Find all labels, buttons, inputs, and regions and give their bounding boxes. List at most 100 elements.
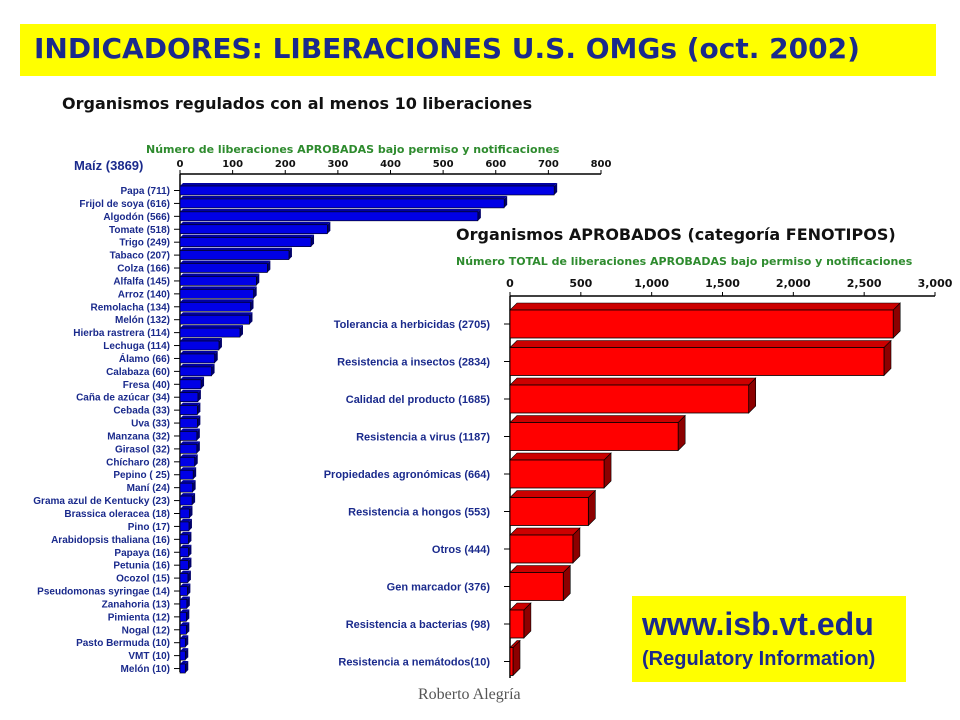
left-chart-bar-side (327, 221, 331, 234)
left-chart-category-label: Tomate (518) (109, 225, 170, 236)
left-chart-bar-side (186, 596, 190, 609)
left-chart-bar (179, 198, 505, 209)
left-chart-category-label: Papa (711) (121, 186, 170, 197)
left-chart-tick-label: 500 (433, 159, 454, 170)
left-chart-bar-top (180, 363, 215, 367)
left-chart-bar-top (180, 260, 271, 264)
left-chart-category-label: Calabaza (60) (106, 367, 170, 378)
left-chart-bar-top (180, 376, 205, 380)
left-chart-bar (179, 637, 186, 648)
footer-author: Roberto Alegría (418, 686, 521, 703)
left-chart-bar-top (180, 648, 189, 652)
left-chart-bar-side (185, 661, 189, 674)
right-chart-bar (509, 422, 679, 451)
left-chart-bar (179, 276, 257, 286)
left-chart-bar-side (554, 183, 558, 195)
left-chart-bar-side (192, 480, 196, 493)
left-chart-bar (179, 379, 202, 390)
left-chart-bar-side (197, 415, 201, 428)
left-chart-bar (179, 366, 212, 377)
left-chart-bar-side (196, 428, 200, 441)
left-chart-bar (179, 482, 193, 493)
right-chart-category-label: Otros (444) (432, 544, 490, 556)
right-chart-category-label: Resistencia a virus (1187) (356, 432, 490, 444)
right-chart-tick-label: 0 (506, 277, 514, 290)
left-chart-bar (179, 508, 190, 519)
left-chart-tick-label: 300 (327, 159, 348, 170)
right-chart-bar (509, 384, 750, 414)
left-chart-bar (179, 418, 198, 428)
page-subtitle: Organismos regulados con al menos 10 lib… (62, 94, 533, 113)
left-chart-category-label: VMT (10) (128, 651, 170, 662)
website-link[interactable]: www.isb.vt.edu (642, 606, 874, 642)
left-chart-bar-side (186, 622, 190, 635)
left-chart-bar-top (180, 622, 190, 626)
right-chart-category-label: Resistencia a nemátodos(10) (338, 657, 490, 669)
left-chart-bar-top (180, 389, 201, 393)
left-chart-bar-side (187, 570, 191, 583)
left-chart-category-label: Chícharo (28) (106, 457, 170, 468)
left-chart-bar (179, 457, 196, 467)
left-chart-bar-side (194, 454, 198, 467)
left-chart-bar-side (188, 557, 192, 570)
left-chart-category-label: Hierba rastrera (114) (73, 328, 170, 339)
left-chart-bar-top (180, 454, 198, 458)
left-chart-bar-side (185, 648, 189, 661)
left-chart-category-label: Zanahoria (13) (102, 599, 170, 610)
left-chart-bar-top (180, 338, 222, 342)
left-chart-category-label: Arroz (140) (118, 289, 170, 300)
right-chart-bar-top (509, 377, 757, 386)
left-chart-category-label: Ocozol (15) (116, 574, 170, 585)
left-chart-category-label: Uva (33) (131, 419, 170, 430)
right-chart: 0 500 1,000 1,500 2,000 2,500 3,000 Tolerancia … (324, 277, 953, 678)
right-chart-bar (509, 309, 894, 339)
left-chart-category-label: Álamo (66) (119, 352, 170, 365)
left-chart-bar-top (180, 402, 201, 406)
left-chart-bar-top (180, 247, 292, 251)
left-chart-bar-top (180, 480, 196, 484)
right-chart-bar-top (509, 565, 571, 573)
left-chart-bar-top (180, 467, 197, 471)
left-chart-bar-top (180, 518, 192, 522)
left-chart-category-label: Nogal (12) (122, 625, 170, 636)
left-chart-category-label: Pasto Bermuda (10) (76, 638, 170, 649)
left-chart-category-label: Brassica oleracea (18) (64, 509, 170, 520)
right-chart-tick-label: 3,000 (918, 277, 953, 290)
right-chart-bar (509, 347, 885, 376)
page-title: INDICADORES: LIBERACIONES U.S. OMGs (oct… (34, 32, 860, 65)
left-chart-bar (179, 327, 241, 338)
left-chart-bar-top (180, 325, 243, 329)
left-chart-bar-top (180, 531, 192, 535)
left-chart-category-label: Frijol de soya (616) (79, 199, 170, 210)
left-chart-bar-side (188, 531, 192, 544)
left-chart-bar (179, 353, 216, 364)
left-chart-bar (179, 624, 187, 635)
left-chart-bar (179, 250, 290, 260)
left-chart-category-label: Girasol (32) (115, 444, 170, 455)
left-chart-bar-top (180, 286, 257, 290)
left-chart-bar-side (201, 376, 205, 389)
left-chart-bar (179, 573, 189, 583)
left-chart-bar-side (188, 544, 192, 557)
left-chart-bar-side (239, 325, 243, 338)
left-chart-bar-side (192, 493, 196, 506)
left-chart-bar-top (180, 441, 200, 445)
right-chart-bar-top (509, 415, 686, 423)
left-chart-bar-top (180, 493, 196, 497)
left-chart-bar-side (218, 338, 222, 351)
left-chart-extra-label: Maíz (3869) (74, 158, 144, 173)
left-chart-bar (179, 534, 189, 545)
left-chart-bar (179, 224, 328, 235)
right-chart-category-label: Calidad del producto (1685) (346, 394, 491, 406)
left-chart-category-label: Colza (166) (117, 264, 170, 275)
left-chart-bar-top (180, 195, 508, 199)
left-chart-category-label: Papaya (16) (114, 548, 170, 559)
left-chart-bar (179, 301, 251, 312)
left-chart-bar (179, 392, 199, 403)
left-chart-bar-side (250, 299, 254, 312)
left-chart-tick-label: 400 (380, 159, 401, 170)
right-chart-tick-label: 2,000 (776, 277, 811, 290)
left-chart-bar-top (180, 183, 558, 186)
title-banner: INDICADORES: LIBERACIONES U.S. OMGs (oct… (20, 24, 936, 76)
left-chart-tick-label: 800 (591, 159, 612, 170)
